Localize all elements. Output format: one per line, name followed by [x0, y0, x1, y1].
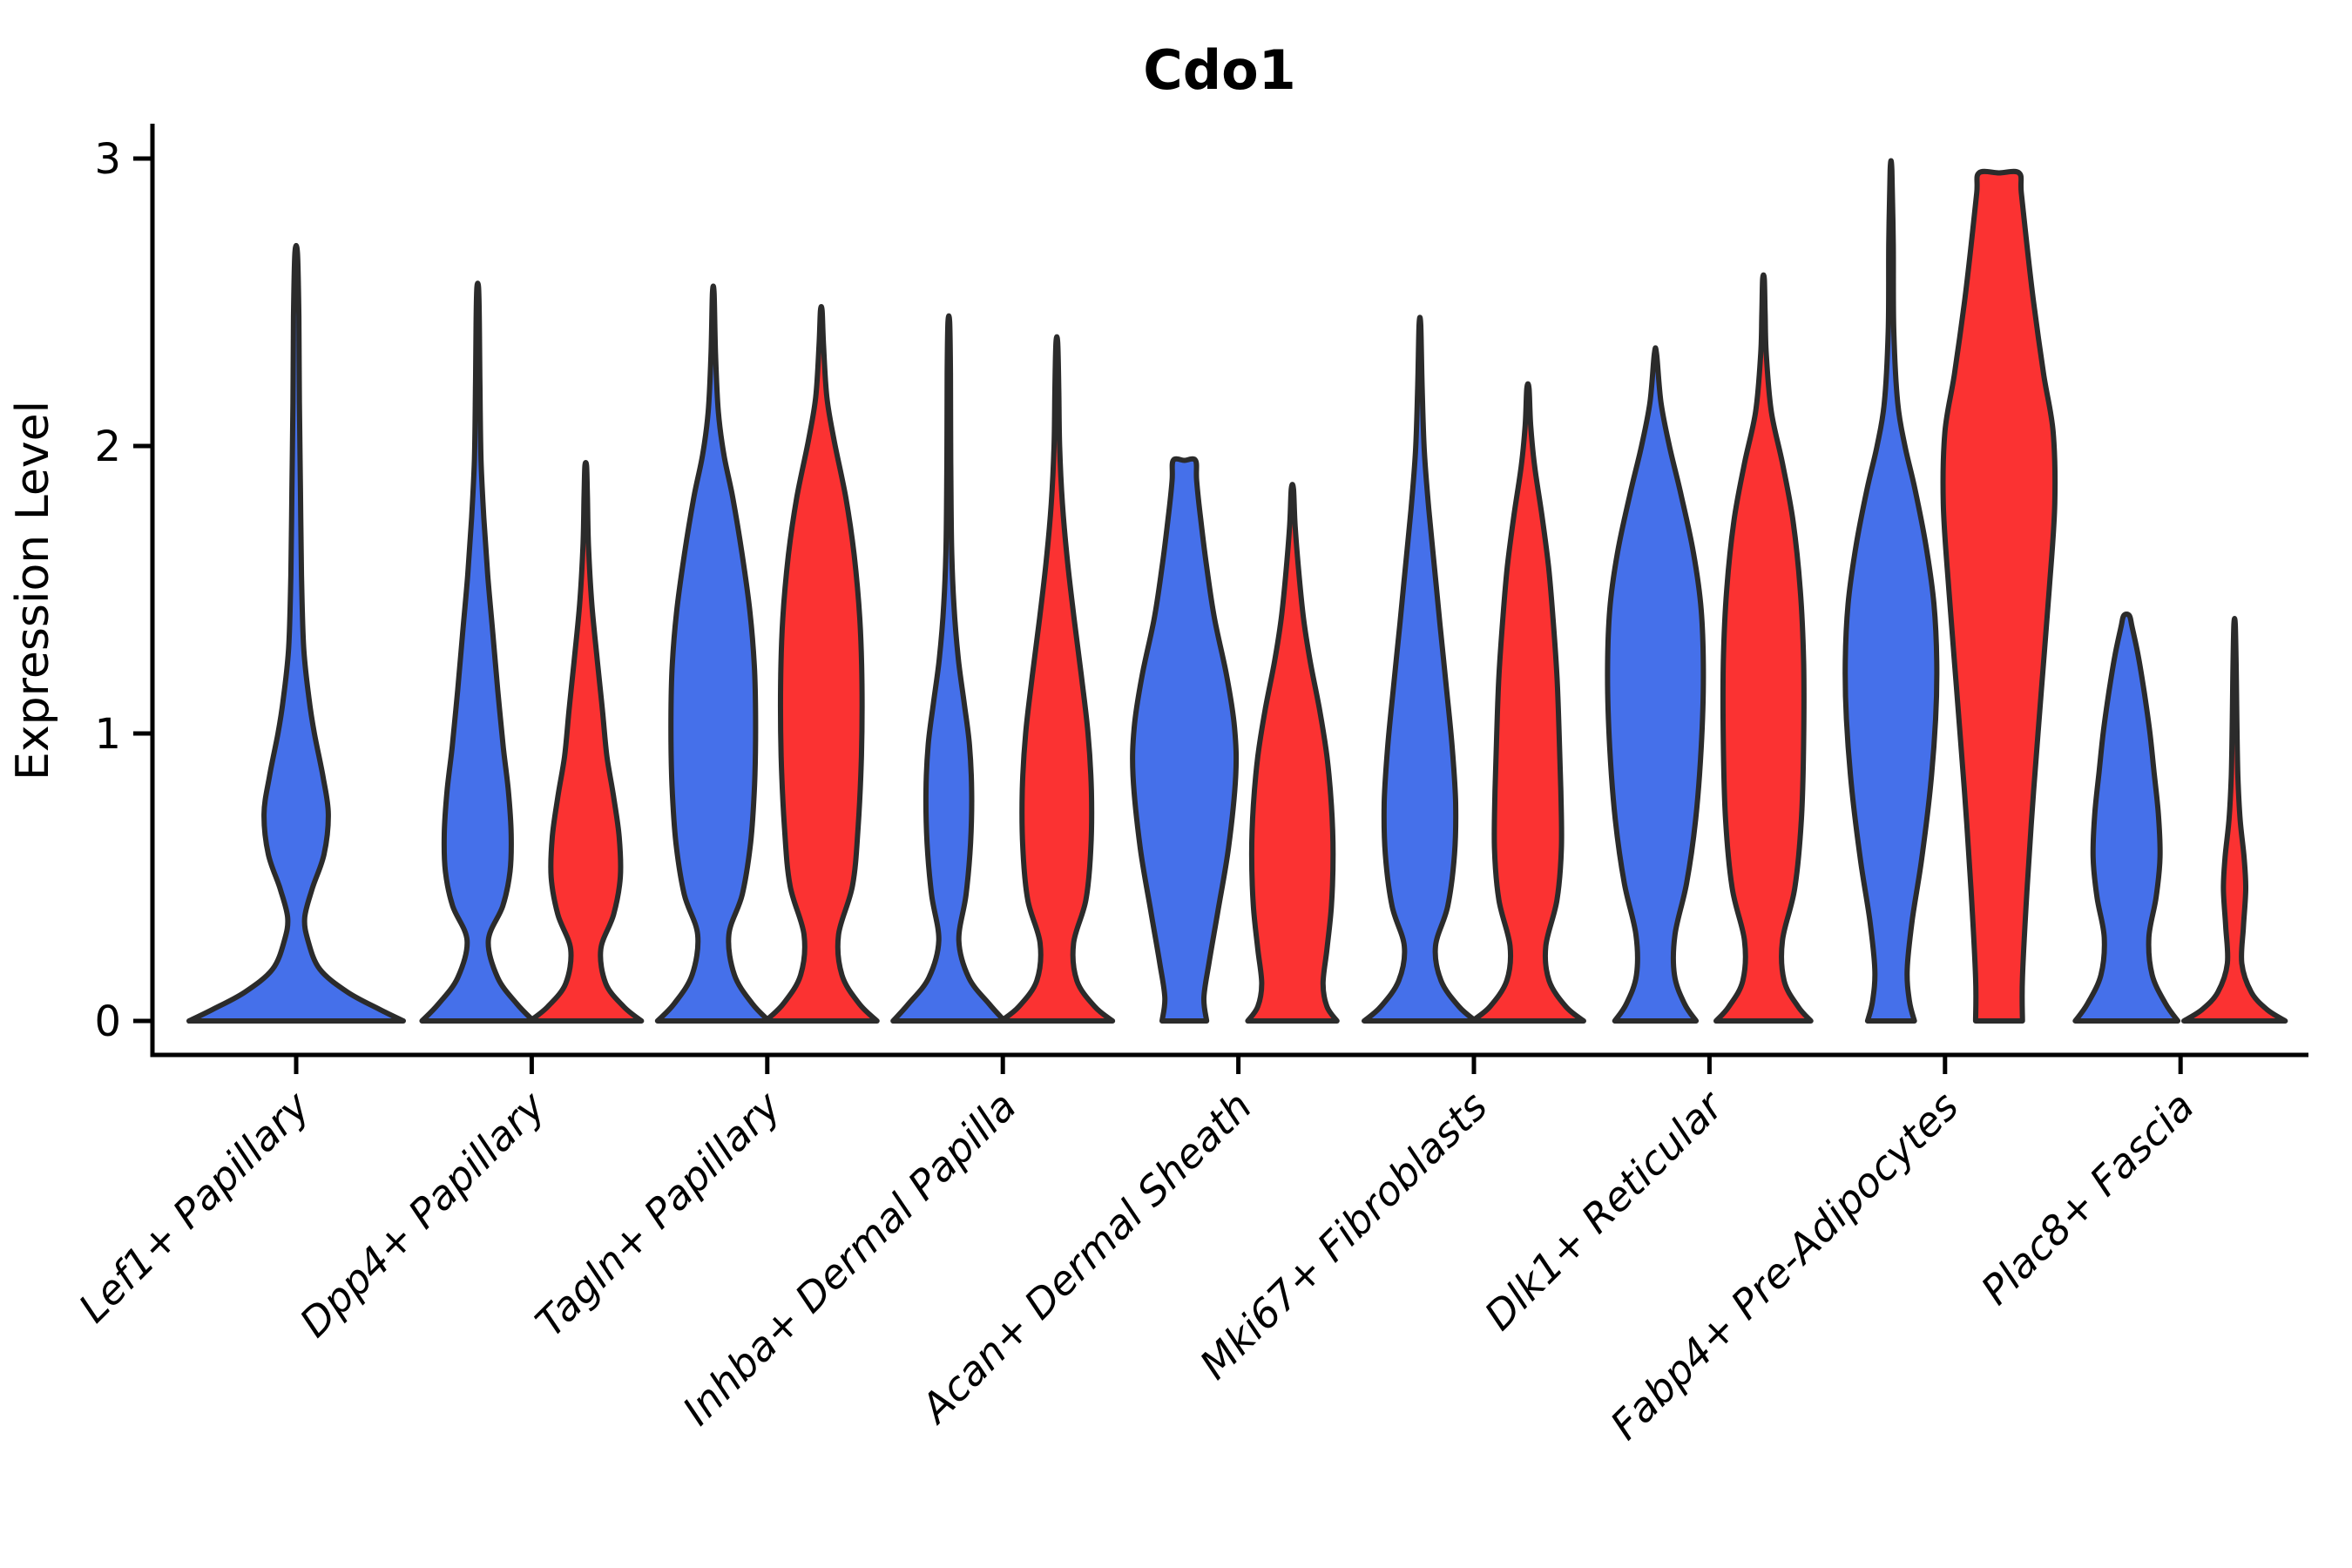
axis-spines: [150, 124, 2308, 1058]
y-tick-label: 2: [94, 422, 121, 471]
y-tick-label: 3: [94, 135, 121, 184]
y-axis-label: Expression Level: [7, 401, 59, 781]
violin-red: [1245, 482, 1340, 1024]
y-tick-label: 0: [94, 997, 121, 1046]
y-tick-label: 1: [94, 710, 121, 759]
violin-blue: [654, 283, 772, 1024]
y-axis-ticks: 0 1 2 3: [94, 135, 152, 1046]
x-axis-category-label: Plac8+ Fascia: [1972, 1083, 2203, 1314]
violin-blue: [1842, 158, 1940, 1024]
violin-red: [1940, 168, 2058, 1024]
violin-blue: [1362, 314, 1478, 1024]
violin-blue: [419, 280, 537, 1024]
x-axis-category-label: Lef1+ Papillary: [70, 1082, 319, 1331]
violin-blue: [1130, 456, 1240, 1024]
violin-red: [1713, 272, 1814, 1024]
x-axis-category-label: Dlk1+ Reticular: [1476, 1080, 1734, 1339]
violin-red: [998, 334, 1116, 1024]
x-axis-category-label: Dpp4+ Papillary: [291, 1082, 555, 1346]
violins-layer: [186, 158, 2288, 1024]
chart-title: Cdo1: [1143, 38, 1296, 102]
violin-blue: [2072, 612, 2181, 1024]
violin-red: [1470, 381, 1586, 1024]
violin-red: [2181, 616, 2288, 1024]
violin-red: [762, 303, 880, 1024]
violin-blue: [186, 242, 406, 1024]
violin-blue: [890, 313, 1008, 1024]
violin-blue: [1605, 345, 1707, 1024]
x-axis-category-label: Tagln+ Papillary: [526, 1082, 790, 1346]
violin-red: [527, 459, 645, 1024]
